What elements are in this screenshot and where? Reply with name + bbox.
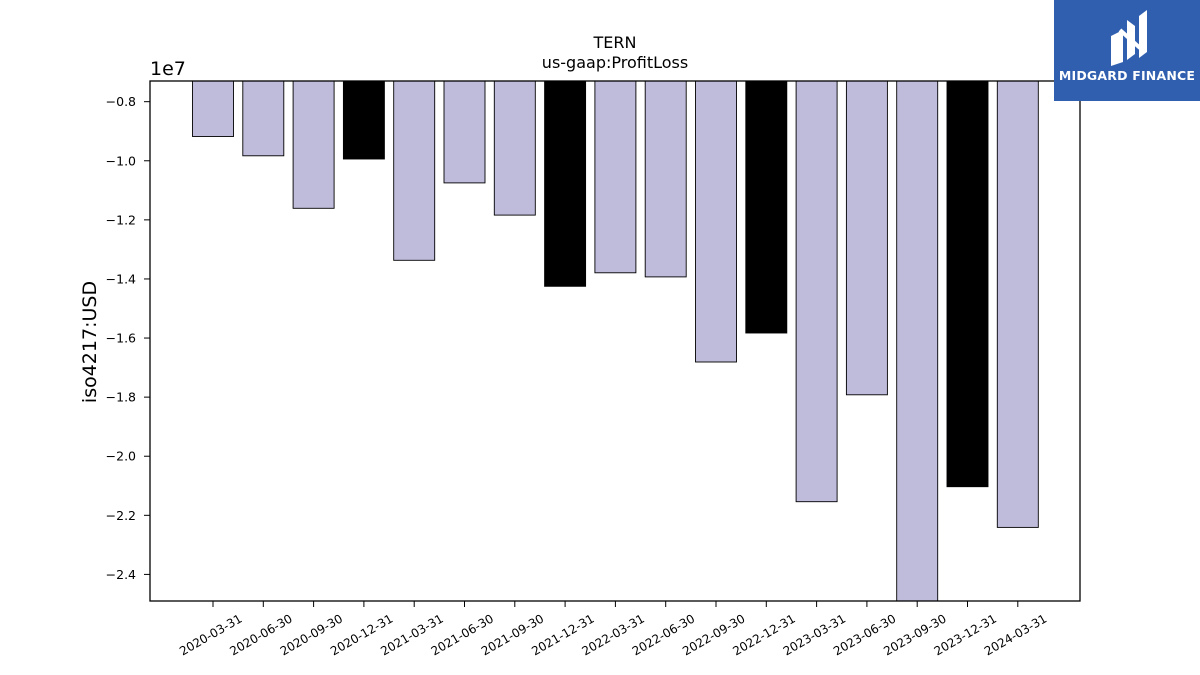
bar-2020-12-31	[342, 80, 385, 160]
bar-2021-12-31	[544, 80, 587, 287]
x-axis-ticks: 2020-03-312020-06-302020-09-302020-12-31…	[177, 601, 1049, 658]
chart-subtitle: us-gaap:ProfitLoss	[542, 53, 688, 72]
bar-2021-03-31	[393, 80, 436, 261]
y-tick-label: −1.2	[106, 212, 136, 227]
chart-title: TERN	[593, 33, 637, 52]
bar-2022-06-30	[644, 80, 687, 278]
plot-frame	[149, 80, 1081, 602]
y-tick-label: −2.2	[106, 508, 136, 523]
y-tick-label: −1.6	[106, 331, 136, 346]
bar-2020-03-31	[192, 80, 234, 137]
bar-2023-12-31	[946, 80, 989, 488]
y-tick-label: −0.8	[106, 94, 136, 109]
brand-name: MIDGARD FINANCE	[1058, 68, 1196, 83]
y-axis-ticks: −0.8 −1.0 −1.2 −1.4 −1.6 −1.8 −2.0 −2.2 −2.4	[106, 94, 150, 582]
bars-group	[192, 80, 1039, 602]
y-tick-label: −1.8	[106, 390, 136, 405]
bar-2024-03-31	[996, 80, 1039, 528]
bar-2020-09-30	[292, 80, 335, 209]
bar-2020-06-30	[242, 80, 285, 157]
bar-2022-09-30	[695, 80, 737, 363]
y-tick-label: −1.0	[106, 153, 136, 168]
y-axis-label: iso4217:USD	[79, 281, 101, 403]
bar-2022-12-31	[745, 80, 788, 334]
bar-2021-09-30	[493, 80, 536, 216]
bar-2023-03-31	[795, 80, 838, 503]
bar-2023-06-30	[845, 80, 888, 396]
axis-offset-label: 1e7	[150, 58, 186, 80]
brand-logo: MIDGARD FINANCE	[1054, 0, 1200, 101]
y-tick-label: −2.0	[106, 449, 136, 464]
logo-mark-icon	[1111, 10, 1147, 66]
bar-2021-06-30	[443, 80, 486, 184]
y-tick-label: −1.4	[106, 271, 136, 286]
bar-2023-09-30	[896, 80, 939, 602]
y-tick-label: −2.4	[106, 567, 136, 582]
bar-2022-03-31	[594, 80, 637, 274]
